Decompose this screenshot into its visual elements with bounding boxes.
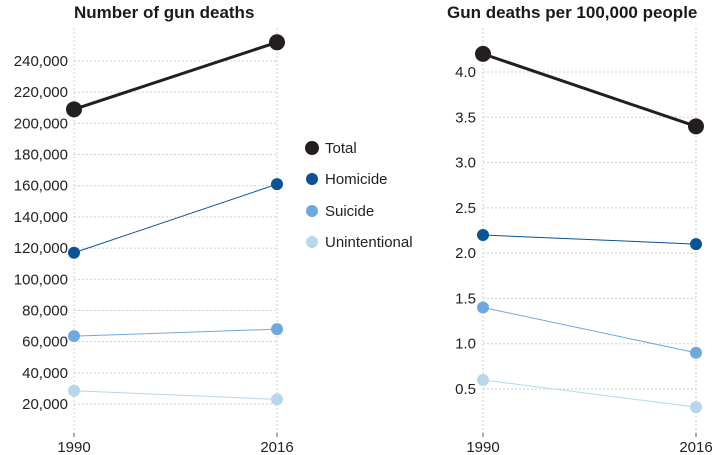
left-y-tick-label: 40,000 bbox=[22, 365, 68, 382]
right-point-homicide-1990 bbox=[477, 229, 489, 242]
left-y-tick-label: 120,000 bbox=[14, 240, 68, 257]
legend-marker-unintentional bbox=[306, 236, 318, 248]
left-point-homicide-1990 bbox=[68, 246, 80, 259]
left-y-tick-label: 140,000 bbox=[14, 209, 68, 226]
left-chart-title: Number of gun deaths bbox=[74, 3, 254, 22]
legend-label-homicide: Homicide bbox=[325, 171, 388, 188]
left-y-tick-label: 20,000 bbox=[22, 396, 68, 413]
left-line-total bbox=[73, 40, 278, 111]
left-point-total-2016 bbox=[269, 34, 285, 51]
legend-marker-total bbox=[305, 141, 319, 155]
left-line-suicide bbox=[73, 328, 278, 337]
left-y-tick-label: 60,000 bbox=[22, 334, 68, 351]
left-y-tick-label: 200,000 bbox=[14, 115, 68, 132]
left-y-tick-label: 100,000 bbox=[14, 271, 68, 288]
legend: Total Homicide Suicide Unintentional bbox=[305, 140, 413, 251]
legend-label-suicide: Suicide bbox=[325, 203, 374, 220]
right-chart: 0.5 1.0 1.5 2.0 2.5 3.0 3.5 4.0 1990 2016 bbox=[455, 28, 713, 455]
right-x-tick-label: 2016 bbox=[679, 439, 712, 455]
left-line-homicide bbox=[73, 183, 278, 254]
legend-marker-homicide bbox=[306, 173, 318, 185]
left-point-unintentional-2016 bbox=[271, 393, 283, 406]
right-y-tick-label: 0.5 bbox=[455, 381, 476, 398]
right-line-total bbox=[482, 52, 697, 128]
right-y-tick-label: 2.5 bbox=[455, 200, 476, 217]
legend-marker-suicide bbox=[306, 205, 318, 217]
left-y-tick-label: 220,000 bbox=[14, 84, 68, 101]
right-y-tick-label: 2.0 bbox=[455, 245, 476, 262]
left-y-tick-label: 180,000 bbox=[14, 147, 68, 164]
left-y-tick-label: 160,000 bbox=[14, 178, 68, 195]
left-y-tick-label: 240,000 bbox=[14, 53, 68, 70]
right-line-suicide bbox=[482, 306, 697, 354]
right-point-unintentional-1990 bbox=[477, 373, 489, 386]
right-y-tick-label: 1.0 bbox=[455, 336, 476, 353]
left-line-unintentional bbox=[73, 390, 278, 400]
left-point-suicide-2016 bbox=[271, 323, 283, 336]
left-point-suicide-1990 bbox=[68, 330, 80, 343]
legend-label-unintentional: Unintentional bbox=[325, 234, 413, 251]
right-point-suicide-1990 bbox=[477, 301, 489, 314]
right-point-homicide-2016 bbox=[690, 238, 702, 251]
legend-label-total: Total bbox=[325, 140, 357, 157]
right-point-suicide-2016 bbox=[690, 346, 702, 359]
right-y-tick-label: 3.5 bbox=[455, 109, 476, 126]
right-x-tick-label: 1990 bbox=[466, 439, 499, 455]
left-point-total-1990 bbox=[66, 101, 82, 118]
left-chart: 20,000 40,000 60,000 80,000 100,000 120,000 14… bbox=[14, 28, 294, 455]
right-point-total-1990 bbox=[475, 45, 491, 62]
right-y-tick-label: 1.5 bbox=[455, 290, 476, 307]
right-y-tick-label: 4.0 bbox=[455, 64, 476, 81]
left-point-unintentional-1990 bbox=[68, 384, 80, 397]
right-chart-title: Gun deaths per 100,000 people bbox=[447, 3, 697, 22]
right-y-tick-label: 3.0 bbox=[455, 155, 476, 172]
left-point-homicide-2016 bbox=[271, 178, 283, 191]
right-point-unintentional-2016 bbox=[690, 401, 702, 414]
right-line-homicide bbox=[482, 234, 697, 245]
right-point-total-2016 bbox=[688, 118, 704, 135]
left-x-tick-label: 2016 bbox=[260, 439, 293, 455]
right-line-unintentional bbox=[482, 379, 697, 408]
left-x-tick-label: 1990 bbox=[57, 439, 90, 455]
left-y-tick-label: 80,000 bbox=[22, 302, 68, 319]
